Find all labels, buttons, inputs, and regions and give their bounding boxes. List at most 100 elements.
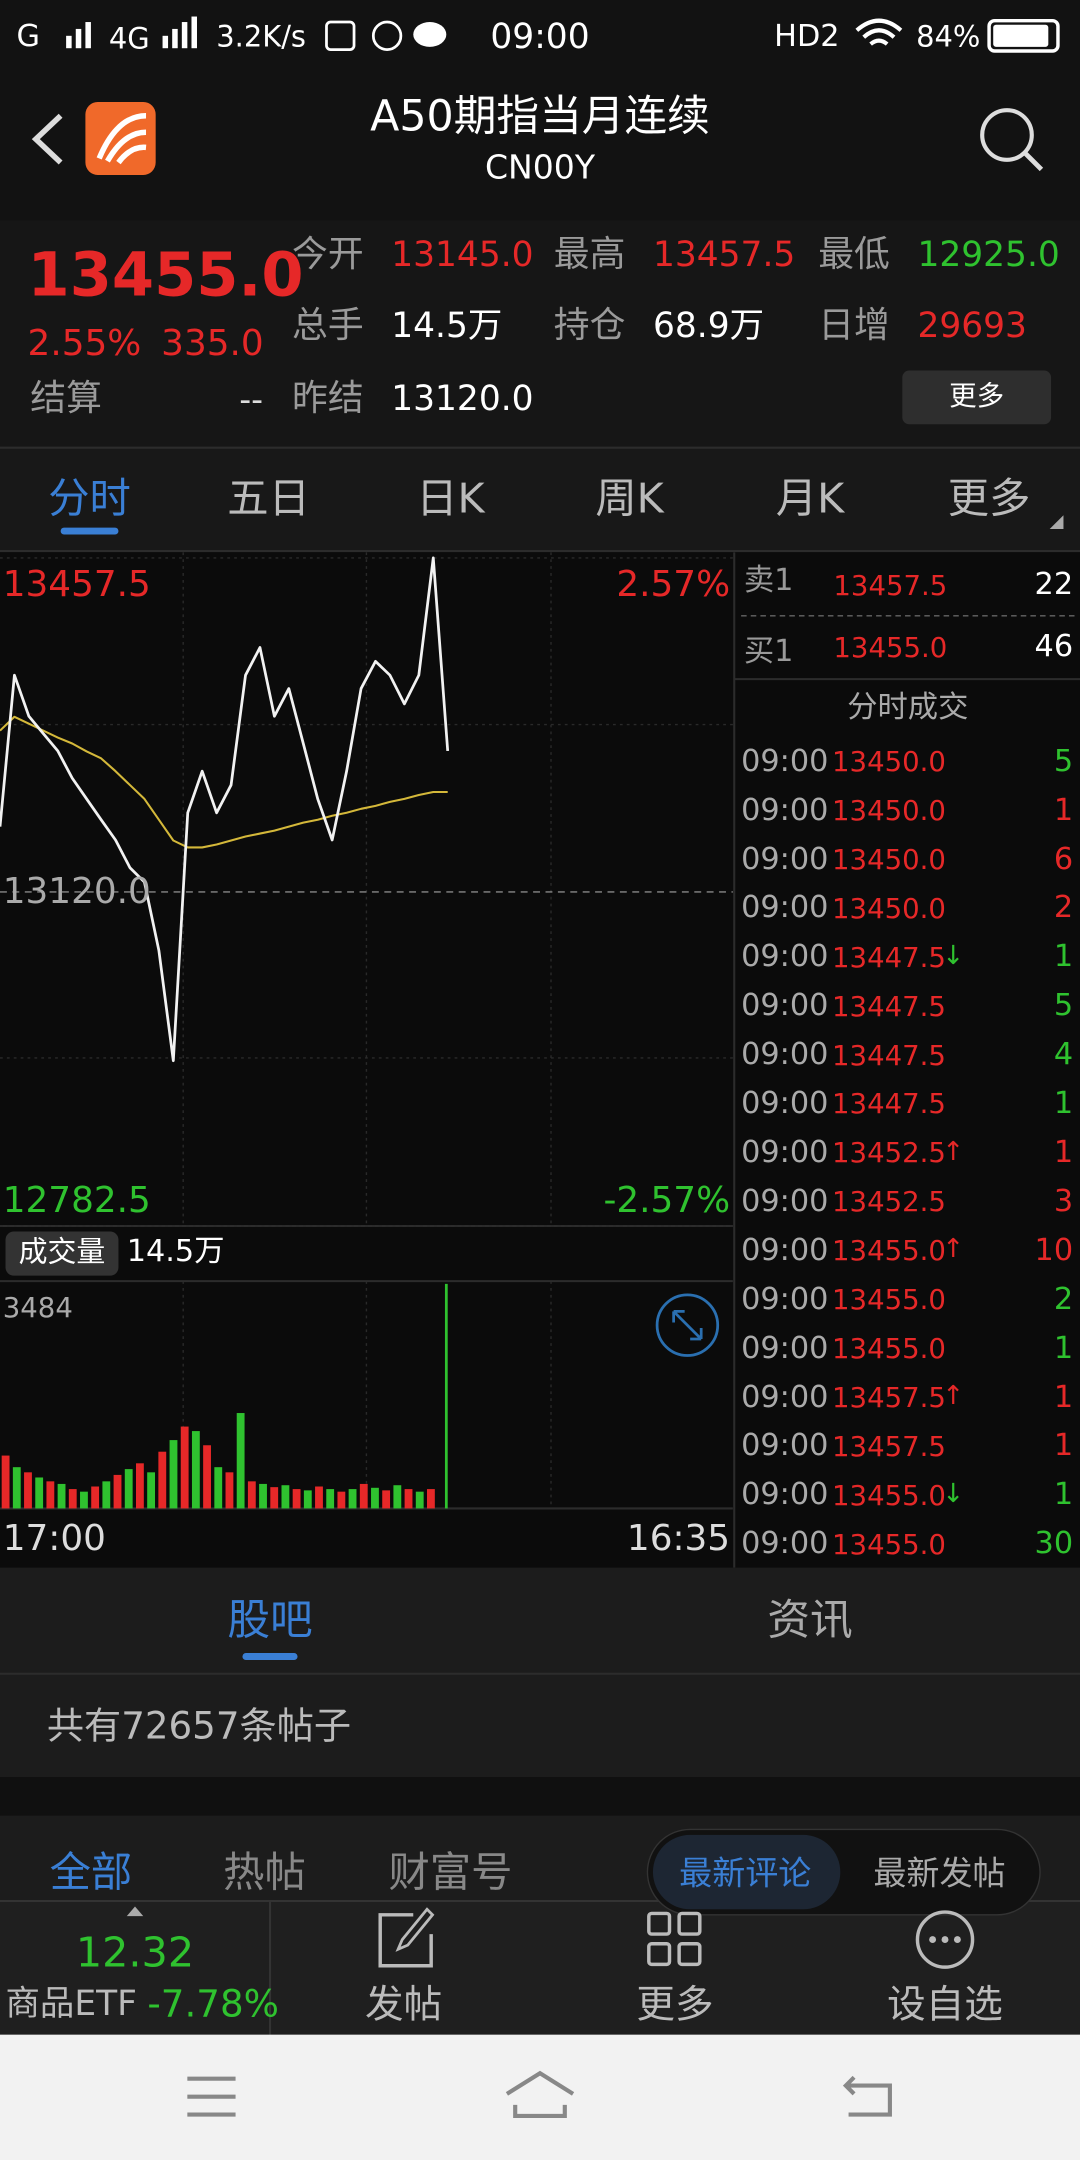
search-button[interactable] — [980, 108, 1034, 162]
settle-label: 结算 — [30, 378, 102, 420]
back-nav-button[interactable] — [842, 2075, 892, 2117]
volume-total: 14.5万 — [126, 1234, 225, 1270]
trade-time: 09:00 — [741, 939, 829, 975]
title: A50期指当月连续 — [370, 91, 710, 142]
more-button[interactable]: 更多 — [949, 379, 1005, 412]
code: CN00Y — [484, 147, 596, 187]
trade-arrow: ↓ — [942, 940, 965, 971]
app-logo — [96, 112, 147, 165]
trade-price: 13447.5 — [832, 1039, 946, 1072]
trade-arrow: ↑ — [942, 1136, 965, 1167]
volume-bar — [12, 1467, 21, 1509]
field-value: 14.5万 — [391, 306, 503, 347]
tab[interactable]: 五日 — [227, 474, 310, 523]
grid — [0, 552, 733, 1509]
field-value: 13120.0 — [391, 379, 534, 420]
volume-bar — [359, 1483, 368, 1509]
trade-volume: 3 — [1053, 1183, 1074, 1219]
filter-tab[interactable]: 财富号 — [388, 1848, 513, 1897]
app-icon[interactable] — [85, 101, 156, 175]
tab[interactable]: 月K — [775, 474, 845, 523]
community-tab[interactable]: 资讯 — [767, 1596, 853, 1647]
nav-bar-bg — [0, 2034, 1080, 2160]
signal-icon — [162, 16, 197, 49]
expand-button[interactable] — [655, 1293, 720, 1357]
trade-price: 13457.5 — [832, 1431, 946, 1464]
community-tab[interactable]: 股吧 — [227, 1596, 313, 1647]
trade-volume: 4 — [1053, 1037, 1074, 1073]
watchlist-icon[interactable] — [915, 1910, 975, 1969]
volume-bar — [158, 1451, 167, 1509]
sort-option[interactable]: 最新评论 — [679, 1853, 812, 1893]
tab[interactable]: 更多 — [947, 474, 1031, 523]
bid-price: 13455.0 — [833, 632, 948, 665]
volume-bar — [147, 1472, 156, 1509]
field-label: 最低 — [818, 233, 890, 275]
volume-bar — [1, 1455, 10, 1509]
field-value: 13457.5 — [652, 234, 796, 275]
field-value: 29693 — [917, 306, 1027, 347]
trade-time: 09:00 — [741, 1281, 829, 1317]
trade-price: 13450.0 — [832, 844, 946, 877]
volume-bar — [57, 1483, 66, 1509]
filter-tab[interactable]: 全部 — [49, 1848, 133, 1897]
trade-arrow: ↑ — [942, 1234, 965, 1265]
filter-tab[interactable]: 热帖 — [223, 1848, 306, 1897]
y-tick-label: 12782.5 — [2, 1180, 151, 1222]
expand-arrow[interactable] — [126, 1906, 144, 1917]
pct-label: -2.57% — [603, 1180, 731, 1222]
volume-bar — [102, 1481, 111, 1509]
volume-bar — [68, 1489, 77, 1509]
bottom-bar-bg — [0, 1901, 1080, 2035]
more-button[interactable] — [902, 370, 1052, 425]
volume-bar — [270, 1487, 279, 1509]
ask-label: 卖1 — [743, 563, 794, 599]
bid-volume: 46 — [1034, 629, 1074, 665]
pen-icon — [395, 1907, 435, 1952]
trade-time: 09:00 — [741, 1428, 829, 1464]
volume-bar — [393, 1485, 402, 1509]
change-pct: 2.55% — [27, 323, 142, 365]
etf-price: 12.32 — [75, 1928, 195, 1977]
change: 335.0 — [161, 323, 264, 365]
tab[interactable]: 周K — [595, 474, 664, 523]
bottom-button[interactable]: 发帖 — [365, 1982, 443, 2028]
trade-volume: 10 — [1034, 1232, 1074, 1268]
bottom-button[interactable]: 设自选 — [887, 1982, 1003, 2028]
more-icon[interactable] — [647, 1911, 702, 1967]
volume-bar — [426, 1489, 435, 1509]
y-tick-label: 13457.5 — [2, 564, 151, 606]
field-label: 日增 — [818, 305, 890, 347]
hd-indicator: HD2 — [774, 19, 840, 55]
tab[interactable]: 日K — [416, 474, 485, 523]
trade-volume: 1 — [1053, 1477, 1074, 1513]
volume-bar — [303, 1490, 312, 1509]
bottom-button[interactable]: 更多 — [636, 1982, 714, 2028]
trade-volume: 1 — [1053, 1330, 1074, 1366]
trade-price: 13455.0 — [832, 1528, 946, 1561]
carrier: G — [16, 19, 40, 55]
battery-level[interactable] — [993, 24, 1049, 47]
menu-button[interactable] — [187, 2076, 236, 2117]
bid-label: 买1 — [743, 633, 794, 669]
sort-option[interactable]: 最新发帖 — [873, 1853, 1006, 1893]
post-icon[interactable] — [378, 1913, 433, 1968]
volume-bar — [91, 1486, 100, 1509]
trade-time: 09:00 — [741, 1037, 829, 1073]
search-handle — [1023, 151, 1044, 172]
volume-bar — [80, 1491, 88, 1509]
trade-volume: 1 — [1053, 1428, 1074, 1464]
field-label: 最高 — [553, 233, 626, 275]
trade-time: 09:00 — [741, 792, 829, 828]
trade-price: 13455.0 — [832, 1479, 946, 1512]
back-button[interactable] — [31, 113, 63, 165]
volume-bar — [382, 1490, 391, 1509]
volume-bar — [180, 1426, 189, 1509]
network: 4G — [108, 21, 150, 56]
trade-arrow: ↓ — [942, 1478, 965, 1509]
tab[interactable]: 分时 — [48, 474, 131, 523]
home-button[interactable] — [505, 2070, 575, 2118]
volume-bar — [124, 1469, 133, 1509]
